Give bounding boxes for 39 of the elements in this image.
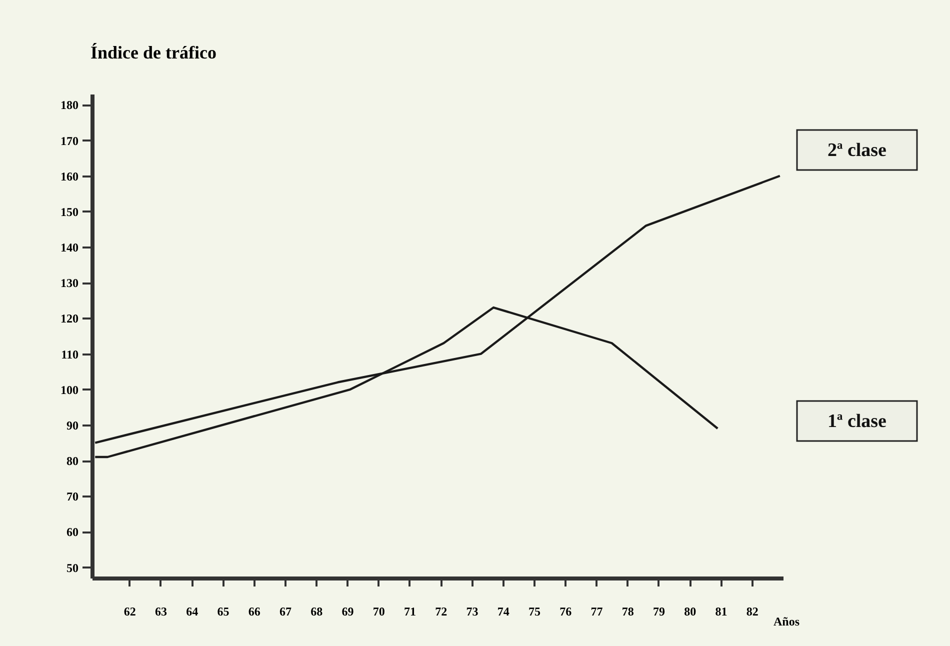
y-tick-label: 110 (61, 347, 78, 362)
y-tick-label: 180 (60, 98, 78, 112)
y-tick-label: 70 (66, 490, 78, 504)
x-tick-label: 71 (404, 604, 416, 618)
y-tick-label: 100 (60, 382, 78, 397)
x-tick-label: 79 (652, 604, 665, 618)
y-tick-label: 150 (60, 204, 78, 219)
x-axis-title: Años (774, 614, 800, 628)
x-tick-label: 77 (590, 604, 603, 618)
x-tick-label: 75 (528, 604, 540, 618)
y-tick-label: 50 (66, 560, 78, 575)
x-tick-label: 78 (622, 604, 634, 618)
text: 1ª clase (828, 411, 886, 432)
x-tick-label: 63 (154, 604, 167, 618)
x-tick-label: 66 (248, 604, 260, 618)
x-tick-label: 76 (560, 604, 572, 618)
x-tick-label: 62 (124, 604, 136, 618)
x-tick-label: 72 (435, 604, 448, 618)
x-tick-label: 69 (342, 604, 354, 618)
y-tick-label: 90 (66, 418, 78, 432)
x-tick-label: 65 (217, 604, 230, 618)
x-tick-label: 64 (186, 604, 198, 618)
x-tick-label: 74 (497, 604, 510, 618)
x-tick-label: 68 (310, 604, 323, 618)
y-axis-title: Índice de tráfico (90, 42, 216, 62)
y-tick-label: 170 (60, 134, 78, 148)
y-tick-label: 60 (66, 525, 78, 540)
y-tick-label: 140 (60, 240, 78, 255)
y-tick-label: 80 (66, 454, 78, 468)
x-tick-label: 82 (746, 604, 758, 618)
x-tick-label: 67 (279, 604, 292, 618)
x-tick-label: 80 (684, 604, 696, 618)
x-tick-label: 73 (466, 604, 478, 618)
y-tick-label: 120 (60, 312, 78, 326)
x-tick-label: 70 (372, 604, 385, 618)
y-tick-label: 130 (60, 276, 78, 290)
text: 2ª clase (828, 140, 886, 161)
x-tick-label: 81 (715, 604, 728, 618)
y-tick-label: 160 (60, 169, 78, 184)
